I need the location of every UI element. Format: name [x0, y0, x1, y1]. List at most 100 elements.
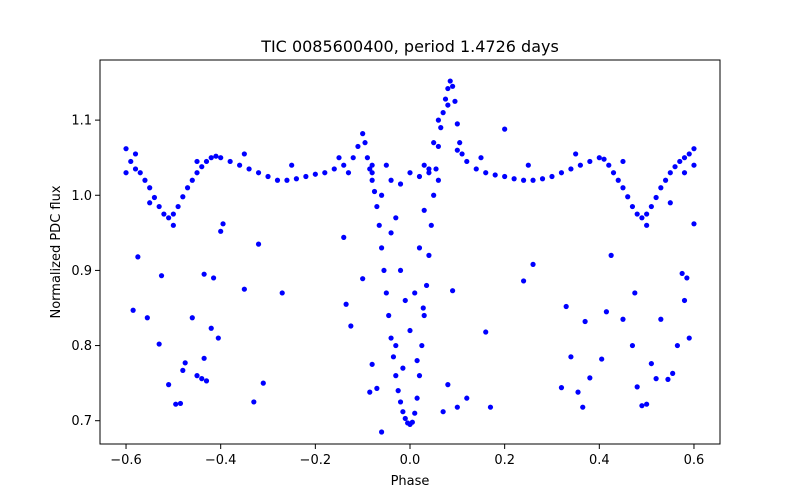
data-point: [132, 151, 139, 157]
data-point: [341, 162, 347, 168]
data-point: [639, 403, 645, 409]
data-point: [454, 147, 460, 153]
data-point: [128, 158, 134, 165]
x-tick-label: −0.4: [205, 453, 237, 468]
data-point: [580, 404, 586, 410]
data-point: [132, 166, 139, 172]
data-point: [383, 290, 389, 296]
data-point: [322, 170, 328, 176]
data-point: [393, 342, 399, 349]
data-point: [473, 166, 479, 172]
data-point: [530, 177, 536, 183]
data-point: [587, 375, 593, 381]
data-point: [681, 155, 688, 161]
data-point: [213, 153, 219, 159]
data-point: [388, 335, 394, 341]
data-point: [201, 271, 207, 277]
data-point: [388, 230, 394, 236]
data-point: [457, 140, 463, 146]
data-point: [558, 385, 565, 391]
data-points-layer: [123, 78, 697, 435]
data-point: [407, 170, 413, 176]
data-point: [691, 146, 697, 152]
data-point: [416, 373, 423, 379]
data-point: [629, 342, 636, 349]
data-point: [386, 312, 392, 319]
x-tick-label: 0.6: [684, 453, 705, 468]
data-point: [177, 400, 184, 407]
data-point: [144, 315, 150, 321]
data-point: [360, 276, 366, 282]
x-axis: −0.6 −0.4 −0.2 0.0 0.2 0.4 0.6: [110, 444, 704, 468]
data-point: [452, 98, 458, 104]
data-point: [511, 176, 517, 182]
data-point: [438, 125, 444, 131]
data-point: [194, 170, 200, 176]
data-point: [218, 155, 224, 161]
data-point: [606, 162, 612, 168]
data-point: [251, 399, 257, 405]
data-point: [428, 222, 434, 228]
data-point: [130, 307, 136, 313]
y-tick-label: 0.9: [71, 264, 92, 279]
data-point: [194, 158, 200, 165]
data-point: [681, 170, 688, 176]
data-point: [407, 327, 413, 334]
data-point: [237, 162, 243, 168]
data-point: [421, 162, 427, 168]
data-point: [395, 388, 401, 394]
data-point: [397, 267, 404, 274]
data-point: [686, 151, 692, 157]
y-tick-label: 1.1: [71, 114, 92, 129]
data-point: [123, 146, 129, 152]
data-point: [634, 384, 640, 390]
data-point: [170, 211, 176, 217]
data-point: [478, 155, 484, 161]
y-axis-label: Normalized PDC flux: [49, 185, 64, 318]
data-point: [450, 288, 456, 294]
data-point: [426, 252, 432, 258]
data-point: [331, 166, 337, 172]
data-point: [454, 121, 460, 127]
data-point: [610, 170, 617, 176]
data-point: [379, 245, 385, 251]
data-point: [603, 309, 610, 315]
data-point: [227, 158, 233, 165]
data-point: [303, 173, 309, 180]
data-point: [648, 360, 654, 367]
data-point: [388, 177, 394, 183]
data-point: [393, 215, 399, 221]
data-point: [596, 155, 602, 161]
data-point: [558, 170, 565, 176]
data-point: [620, 185, 626, 191]
data-point: [369, 162, 375, 168]
data-point: [381, 267, 387, 274]
data-point: [201, 355, 207, 361]
data-point: [568, 354, 574, 360]
data-point: [376, 222, 382, 228]
data-point: [220, 221, 226, 227]
data-point: [608, 252, 614, 258]
data-point: [575, 389, 581, 395]
data-point: [625, 194, 631, 200]
data-point: [691, 162, 697, 168]
data-point: [182, 360, 188, 366]
data-point: [435, 143, 441, 150]
data-point: [420, 305, 426, 311]
y-tick-label: 0.8: [71, 339, 92, 354]
data-point: [433, 166, 439, 172]
data-point: [587, 158, 593, 165]
data-point: [520, 278, 527, 284]
data-point: [312, 171, 318, 177]
data-point: [180, 194, 186, 200]
data-point: [402, 297, 408, 304]
data-point: [459, 151, 465, 157]
data-point: [632, 290, 638, 296]
data-point: [414, 395, 420, 401]
data-point: [374, 385, 380, 391]
data-point: [279, 290, 285, 296]
data-point: [137, 170, 143, 176]
data-point: [341, 234, 347, 240]
data-point: [414, 357, 420, 364]
